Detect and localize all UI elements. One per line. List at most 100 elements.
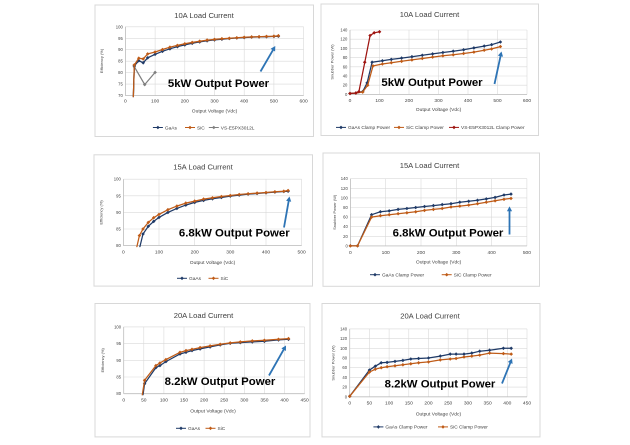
svg-text:Snubber Power (W): Snubber Power (W) <box>332 194 337 230</box>
svg-text:450: 450 <box>523 401 531 407</box>
svg-text:100: 100 <box>114 177 122 182</box>
svg-text:0: 0 <box>122 250 125 256</box>
svg-text:SiC Clamp Power: SiC Clamp Power <box>450 425 488 431</box>
svg-text:400: 400 <box>240 99 248 105</box>
svg-text:250: 250 <box>444 401 452 407</box>
svg-text:80: 80 <box>343 205 348 210</box>
svg-text:0: 0 <box>349 250 352 256</box>
svg-text:250: 250 <box>220 397 228 403</box>
svg-text:15A Load Current: 15A Load Current <box>400 161 460 170</box>
svg-text:10A Load Current: 10A Load Current <box>174 11 234 20</box>
svg-text:GaAs: GaAs <box>188 426 201 432</box>
svg-text:20: 20 <box>343 83 348 88</box>
svg-text:95: 95 <box>118 36 123 41</box>
svg-text:150: 150 <box>405 401 413 407</box>
svg-text:300: 300 <box>226 250 234 256</box>
svg-text:15A Load Current: 15A Load Current <box>173 163 233 172</box>
svg-text:120: 120 <box>340 336 348 341</box>
svg-text:600: 600 <box>300 99 308 105</box>
svg-text:450: 450 <box>301 397 309 403</box>
svg-text:100: 100 <box>151 99 159 105</box>
svg-text:Efficiency (%): Efficiency (%) <box>99 200 104 225</box>
svg-text:600: 600 <box>523 98 531 104</box>
svg-text:Output Voltage (Vdc): Output Voltage (Vdc) <box>416 411 462 417</box>
svg-text:20: 20 <box>342 385 347 390</box>
svg-text:GaAs: GaAs <box>165 125 178 131</box>
svg-text:SiC Clamp Power: SiC Clamp Power <box>454 273 492 279</box>
svg-text:Output Voltage (Vdc): Output Voltage (Vdc) <box>190 408 236 414</box>
svg-text:90: 90 <box>116 210 121 215</box>
svg-text:40: 40 <box>343 224 348 229</box>
svg-text:100: 100 <box>160 397 168 403</box>
svg-text:8.2kW Output Power: 8.2kW Output Power <box>165 376 276 388</box>
svg-text:50: 50 <box>367 401 373 407</box>
svg-text:SiC: SiC <box>197 125 205 131</box>
svg-text:Snubber Power (W): Snubber Power (W) <box>331 345 336 381</box>
svg-text:85: 85 <box>118 59 123 64</box>
svg-text:75: 75 <box>118 82 123 87</box>
svg-text:20: 20 <box>343 234 348 239</box>
svg-text:200: 200 <box>200 397 208 403</box>
svg-text:70: 70 <box>118 93 123 98</box>
svg-text:350: 350 <box>260 397 268 403</box>
svg-text:200: 200 <box>191 250 199 256</box>
svg-text:400: 400 <box>280 397 288 403</box>
svg-text:100: 100 <box>341 195 349 200</box>
svg-text:5kW Output Power: 5kW Output Power <box>381 77 483 89</box>
svg-text:300: 300 <box>434 98 442 104</box>
svg-text:120: 120 <box>341 186 349 191</box>
svg-text:500: 500 <box>493 98 501 104</box>
svg-text:140: 140 <box>340 326 348 331</box>
svg-text:0: 0 <box>124 99 127 105</box>
svg-text:60: 60 <box>343 64 348 69</box>
svg-text:40: 40 <box>342 375 347 380</box>
svg-text:80: 80 <box>118 70 123 75</box>
svg-text:0: 0 <box>349 98 352 104</box>
svg-text:10A Load Current: 10A Load Current <box>400 10 460 19</box>
svg-text:Snubber Power (W): Snubber Power (W) <box>330 44 335 80</box>
svg-text:0: 0 <box>345 92 348 97</box>
svg-text:SiC: SiC <box>218 426 226 432</box>
svg-text:200: 200 <box>405 98 413 104</box>
svg-text:150: 150 <box>180 397 188 403</box>
svg-text:20A Load Current: 20A Load Current <box>174 311 234 320</box>
svg-text:200: 200 <box>417 250 425 256</box>
svg-text:500: 500 <box>270 99 278 105</box>
svg-text:100: 100 <box>382 250 390 256</box>
svg-text:40: 40 <box>343 74 348 79</box>
svg-text:100: 100 <box>375 98 383 104</box>
svg-text:500: 500 <box>298 250 306 256</box>
svg-text:95: 95 <box>116 193 121 198</box>
svg-text:Efficiency (%): Efficiency (%) <box>100 347 105 372</box>
svg-text:60: 60 <box>342 365 347 370</box>
svg-text:8.2kW Output Power: 8.2kW Output Power <box>385 379 496 391</box>
svg-text:5kW Output Power: 5kW Output Power <box>168 78 270 90</box>
svg-text:400: 400 <box>262 250 270 256</box>
svg-text:VS-E5PX3012L Clamp Power: VS-E5PX3012L Clamp Power <box>461 125 525 131</box>
svg-text:GaAs Clamp Power: GaAs Clamp Power <box>385 425 428 431</box>
svg-text:300: 300 <box>240 397 248 403</box>
svg-text:60: 60 <box>343 215 348 220</box>
svg-text:0: 0 <box>348 401 351 407</box>
svg-text:6.8kW Output Power: 6.8kW Output Power <box>179 228 290 240</box>
svg-text:80: 80 <box>343 55 348 60</box>
svg-text:85: 85 <box>116 375 121 380</box>
svg-text:6.8kW Output Power: 6.8kW Output Power <box>393 228 504 240</box>
svg-text:90: 90 <box>116 358 121 363</box>
svg-text:500: 500 <box>523 250 531 256</box>
svg-text:100: 100 <box>155 250 163 256</box>
svg-text:120: 120 <box>340 37 348 42</box>
svg-text:50: 50 <box>141 397 147 403</box>
svg-text:VS-E5PX3012L: VS-E5PX3012L <box>221 125 255 131</box>
svg-text:Output Voltage (Vdc): Output Voltage (Vdc) <box>190 260 236 266</box>
svg-text:95: 95 <box>116 341 121 346</box>
svg-text:140: 140 <box>341 176 349 181</box>
svg-text:SiC Clamp Power: SiC Clamp Power <box>406 125 444 131</box>
svg-text:GaAs Clamp Power: GaAs Clamp Power <box>382 273 425 279</box>
svg-text:20A Load Current: 20A Load Current <box>400 311 460 320</box>
svg-text:100: 100 <box>385 401 393 407</box>
svg-text:GaAs Clamp Power: GaAs Clamp Power <box>348 125 391 131</box>
svg-text:400: 400 <box>488 250 496 256</box>
svg-text:200: 200 <box>424 401 432 407</box>
svg-text:80: 80 <box>116 391 121 396</box>
